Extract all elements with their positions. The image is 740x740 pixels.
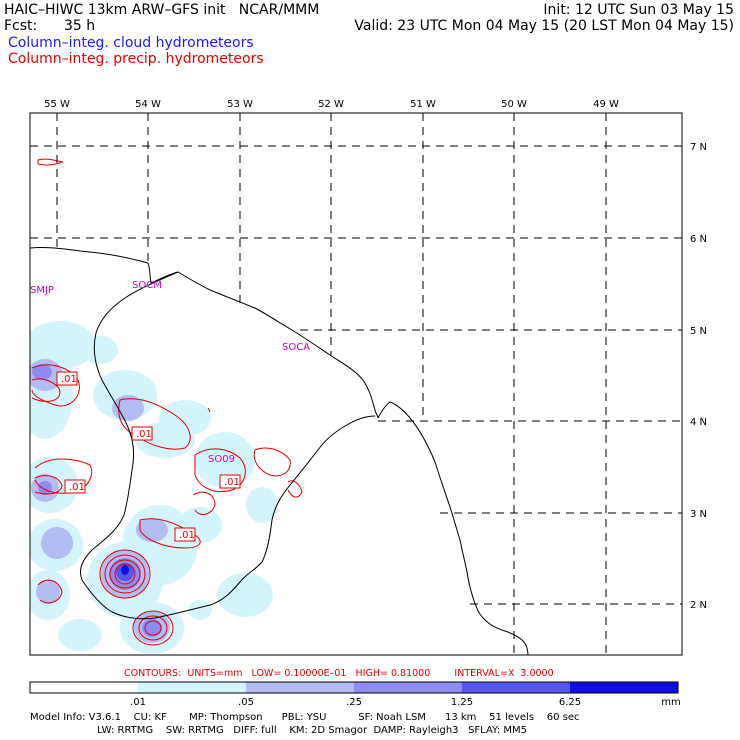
colorbar-unit: mm — [661, 697, 680, 708]
contour-label: .01 — [61, 374, 77, 385]
lat-label: 4 N — [690, 417, 707, 428]
station-socm: SOCM — [132, 280, 162, 291]
colorbar-bin-1 — [138, 682, 246, 693]
precip-contours — [31, 158, 303, 646]
lon-label: 51 W — [410, 99, 436, 110]
lon-label: 49 W — [593, 99, 619, 110]
init-time: Init: 12 UTC Sun 03 May 15 — [543, 2, 734, 18]
contour-label: .01 — [224, 477, 240, 488]
colorbar-tick: .05 — [238, 697, 254, 708]
plot-title: HAIC–HIWC 13km ARW–GFS init NCAR/MMM — [4, 2, 320, 18]
cloud-shading-max — [121, 565, 129, 575]
colorbar-tick: 1.25 — [451, 697, 473, 708]
map-frame — [29, 112, 683, 656]
lat-label: 5 N — [690, 326, 707, 337]
contour-info: CONTOURS: UNITS=mm LOW= 0.10000E–01 HIGH… — [124, 668, 554, 679]
lat-label: 2 N — [690, 600, 707, 611]
contour-label: .01 — [179, 530, 195, 541]
colorbar-frame — [29, 681, 679, 694]
colorbar-tick: 6.25 — [559, 697, 581, 708]
colorbar-ticks: .01 .05 .25 1.25 6.25 mm — [130, 697, 681, 708]
station-so09: SO09 — [208, 454, 235, 465]
station-smjp: SMJP — [30, 285, 54, 296]
lat-label: 6 N — [690, 234, 707, 245]
colorbar-bin-0 — [30, 682, 138, 693]
station-labels: SMJP SOCM SOCA SO09 — [30, 280, 310, 465]
coastline — [30, 247, 529, 655]
valid-time: Valid: 23 UTC Mon 04 May 15 (20 LST Mon … — [354, 18, 734, 34]
model-info-line1: Model Info: V3.6.1 CU: KF MP: Thompson P… — [30, 712, 580, 723]
lon-label: 52 W — [318, 99, 344, 110]
colorbar — [29, 681, 679, 694]
lon-label: 55 W — [44, 99, 70, 110]
fcst-value: 35 h — [64, 18, 96, 34]
lon-label: 50 W — [501, 99, 527, 110]
lon-label: 54 W — [135, 99, 161, 110]
contour-labels: .01 .01 .01 .01 .01 — [56, 371, 241, 542]
colorbar-tick: .01 — [130, 697, 146, 708]
colorbar-bin-3 — [354, 682, 462, 693]
legend-cloud: Column–integ. cloud hydrometeors — [8, 35, 254, 51]
legend-precip: Column–integ. precip. hydrometeors — [8, 51, 264, 67]
colorbar-bin-2 — [246, 682, 354, 693]
lon-label: 53 W — [227, 99, 253, 110]
contour-label: .01 — [136, 429, 152, 440]
lat-labels: 7 N 6 N 5 N 4 N 3 N 2 N — [690, 142, 707, 611]
colorbar-bin-4 — [462, 682, 570, 693]
lat-label: 3 N — [690, 509, 707, 520]
model-info-line2: LW: RRTMG SW: RRTMG DIFF: full KM: 2D Sm… — [97, 725, 527, 736]
lon-labels: 55 W 54 W 53 W 52 W 51 W 50 W 49 W — [44, 99, 619, 110]
colorbar-tick: .25 — [346, 697, 362, 708]
fcst-label: Fcst: — [4, 18, 38, 34]
colorbar-bin-5 — [570, 682, 678, 693]
map-field: .01 .01 .01 .01 .01 SMJP SOCM SOCA SO09 — [30, 113, 682, 655]
contour-label: .01 — [69, 482, 85, 493]
lat-lon-grid — [30, 113, 682, 655]
lat-label: 7 N — [690, 142, 707, 153]
station-soca: SOCA — [282, 342, 310, 353]
